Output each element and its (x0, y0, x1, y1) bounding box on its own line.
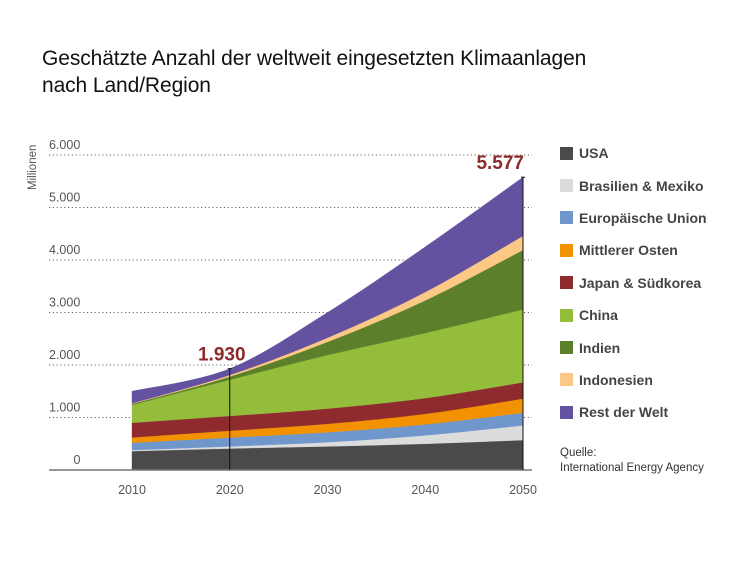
legend-label: Rest der Welt (579, 404, 669, 421)
legend-item: Japan & Südkorea (560, 267, 707, 299)
legend-swatch (560, 146, 573, 160)
legend-swatch (560, 276, 573, 290)
stacked-areas (131, 176, 524, 471)
legend-swatch (560, 373, 573, 387)
y-tick-label: 0 (74, 453, 81, 467)
source-name: International Energy Agency (560, 462, 704, 474)
chart-title: Geschätzte Anzahl der weltweit eingesetz… (42, 45, 586, 99)
legend-item: Europäische Union (560, 202, 707, 234)
legend-swatch (560, 405, 573, 419)
annotation-label: 1.930 (198, 345, 246, 366)
x-tick-label: 2030 (314, 483, 342, 497)
y-tick-label: 2.000 (49, 348, 80, 362)
legend-label: Brasilien & Mexiko (579, 177, 704, 194)
x-tick-label: 2010 (118, 483, 146, 497)
x-tick-label: 2040 (411, 483, 439, 497)
legend-swatch (560, 308, 573, 322)
y-tick-label: 5.000 (49, 191, 80, 205)
legend-item: Indonesien (560, 364, 707, 396)
legend: USA Brasilien & Mexiko Europäische Union Mi… (560, 137, 707, 429)
legend-label: Europäische Union (579, 209, 707, 226)
legend-swatch (560, 341, 573, 355)
x-tick-labels: 2010 2020 2030 2040 2050 (118, 483, 537, 497)
annotation-label: 5.577 (476, 153, 524, 174)
x-tick-label: 2050 (509, 483, 537, 497)
legend-label: China (579, 307, 618, 324)
source-label: Quelle: (560, 447, 597, 459)
legend-label: USA (579, 145, 609, 162)
y-tick-label: 4.000 (49, 243, 80, 257)
chart-title-line-1: Geschätzte Anzahl der weltweit eingesetz… (42, 47, 587, 70)
legend-item: USA (560, 137, 707, 169)
legend-swatch (560, 211, 573, 225)
y-axis-label: Millionen (27, 145, 39, 190)
legend-swatch (560, 243, 573, 257)
legend-item: Rest der Welt (560, 396, 707, 428)
y-tick-label: 3.000 (49, 296, 80, 310)
legend-item: Mittlerer Osten (560, 234, 707, 266)
y-tick-label: 1.000 (49, 401, 80, 415)
legend-label: Indonesien (579, 371, 653, 388)
annotations: 1.930 5.577 (198, 153, 525, 470)
source-note: Quelle: International Energy Agency (560, 446, 704, 476)
legend-item: Brasilien & Mexiko (560, 169, 707, 201)
legend-label: Indien (579, 339, 621, 356)
y-tick-label: 6.000 (49, 138, 80, 152)
y-tick-labels: 0 1.000 2.000 3.000 4.000 5.000 6.000 (49, 138, 81, 467)
legend-item: China (560, 299, 707, 331)
legend-swatch (560, 179, 573, 193)
x-tick-label: 2020 (216, 483, 244, 497)
legend-item: Indien (560, 331, 707, 363)
legend-label: Mittlerer Osten (579, 242, 678, 259)
chart-title-line-2: nach Land/Region (42, 74, 211, 97)
legend-label: Japan & Südkorea (579, 274, 702, 291)
gridlines (49, 154, 532, 418)
